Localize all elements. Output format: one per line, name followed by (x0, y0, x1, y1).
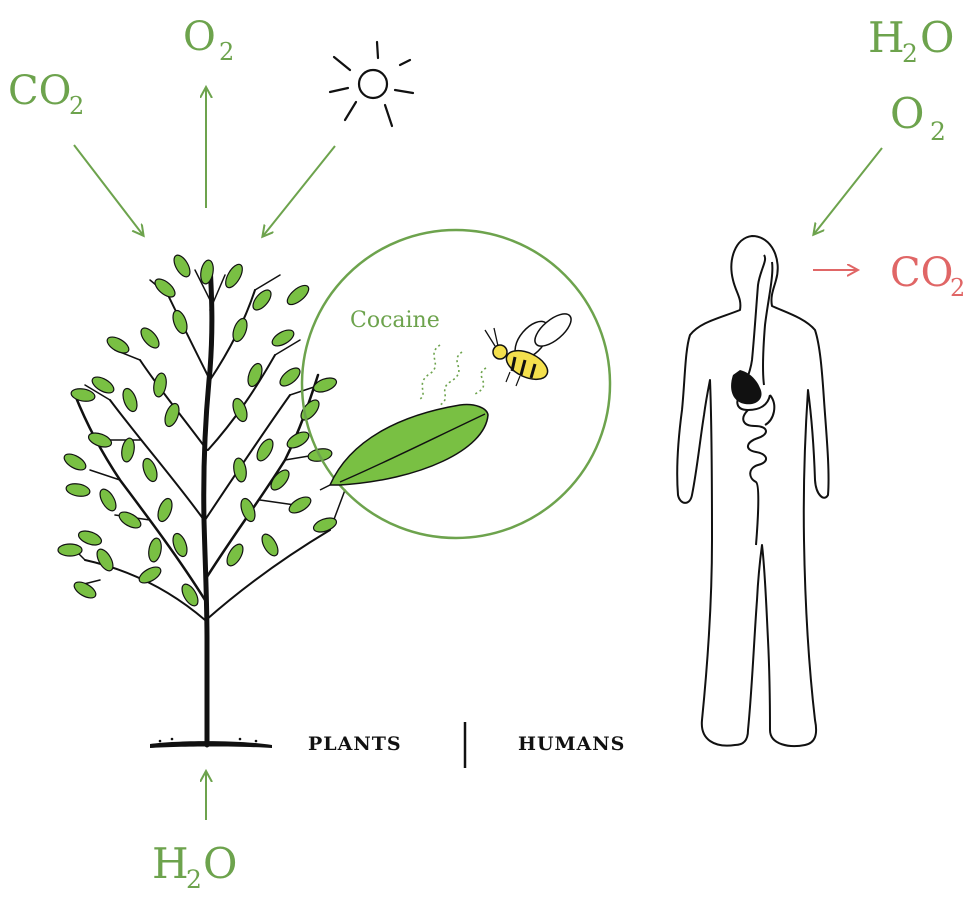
co2-input-label: CO 2 (8, 68, 84, 120)
co2-out-sub: 2 (950, 274, 965, 302)
o2-human-sub: 2 (930, 117, 946, 146)
o2-output-label: O 2 (183, 14, 234, 66)
tree-illustration (57, 254, 346, 748)
co2-input-arrow (73, 144, 143, 235)
h2o-human-label: H 2 O (868, 13, 954, 68)
plants-label: PLANTS (308, 733, 402, 755)
h2o-bottom-label: H 2 O (152, 839, 237, 894)
stomach (731, 370, 762, 405)
h2o-human-o: O (920, 13, 954, 62)
human-figure (676, 235, 830, 748)
co2-out-text: CO (890, 250, 953, 296)
h2o-bottom-sub: 2 (186, 865, 202, 894)
co2-text: CO (8, 68, 71, 114)
o2-human-label: O 2 (890, 89, 946, 146)
co2-output-label: CO 2 (890, 250, 965, 302)
o2-h2o-input-arrow (814, 147, 883, 234)
h2o-bottom-o: O (203, 839, 237, 888)
cocaine-label: Cocaine (350, 308, 440, 333)
o2-subscript: 2 (219, 38, 234, 66)
sun-icon (328, 40, 415, 128)
h2o-human-sub: 2 (902, 39, 918, 68)
o2-text: O (183, 14, 216, 60)
h2o-human-h: H (868, 13, 905, 62)
h2o-bottom-h: H (152, 839, 189, 888)
bee-icon (484, 313, 572, 387)
sunlight-arrow (263, 145, 336, 236)
zoom-circle (300, 228, 612, 540)
leaf-closeup (319, 403, 489, 491)
humans-label: HUMANS (518, 733, 625, 755)
o2-human-o: O (890, 89, 924, 138)
scent-wisps (417, 344, 487, 406)
co2-subscript: 2 (69, 92, 84, 120)
